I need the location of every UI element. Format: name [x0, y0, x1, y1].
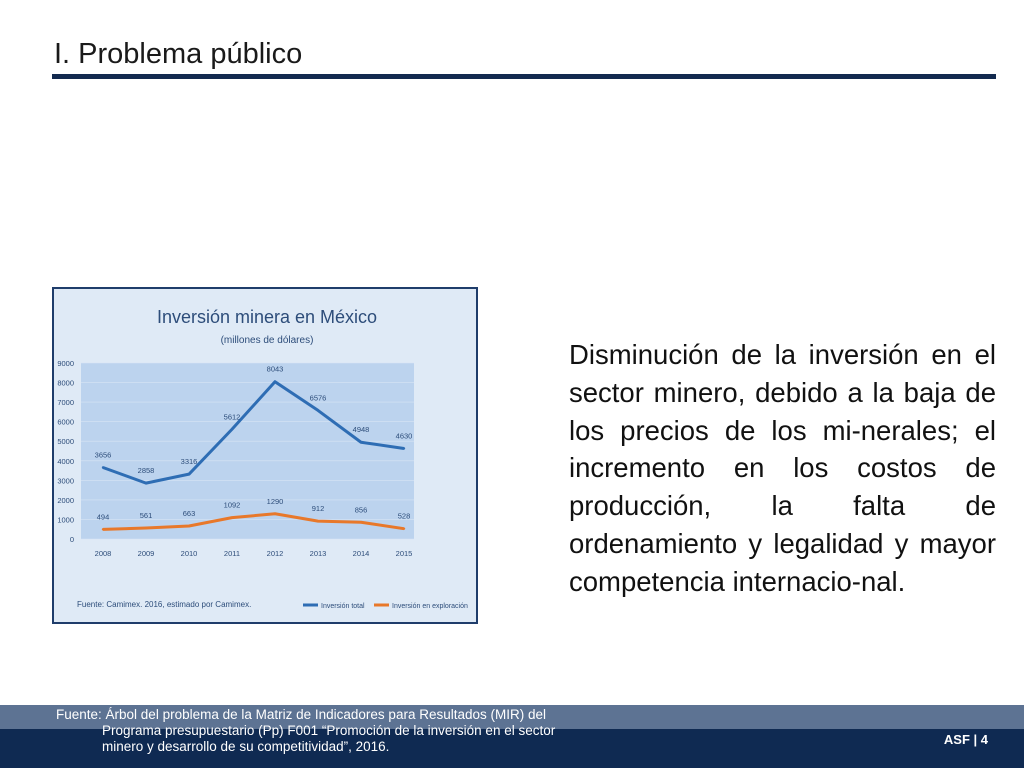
- data-point: [187, 524, 191, 528]
- y-tick-label: 8000: [57, 379, 74, 388]
- data-label: 2858: [138, 466, 155, 475]
- data-label: 494: [97, 512, 110, 521]
- footer-source-line-2: Programa presupuestario (Pp) F001 “Promo…: [102, 723, 556, 738]
- x-tick-label: 2014: [353, 549, 370, 558]
- data-label: 4630: [396, 431, 413, 440]
- data-label: 528: [398, 512, 411, 521]
- x-tick-label: 2009: [138, 549, 155, 558]
- footer-source-line-3: minero y desarrollo de su competitividad…: [102, 739, 390, 754]
- data-label: 3316: [181, 457, 198, 466]
- series-line-exploration: [102, 512, 405, 531]
- footer-band: [0, 729, 1024, 768]
- title-rule: [52, 74, 996, 79]
- data-point: [402, 527, 406, 530]
- data-label: 4948: [353, 425, 370, 434]
- data-point: [144, 481, 148, 485]
- footer-source-note: Fuente: Árbol del problema de la Matriz …: [56, 707, 616, 755]
- slide-title: I. Problema público: [54, 38, 303, 70]
- data-point: [273, 380, 277, 383]
- y-tick-label: 4000: [57, 457, 74, 466]
- x-tick-label: 2011: [224, 549, 240, 558]
- plot-area: [81, 363, 414, 539]
- data-label: 1092: [224, 501, 241, 510]
- data-point: [230, 516, 234, 519]
- series-line-total: [102, 380, 405, 485]
- data-point: [101, 528, 105, 531]
- data-point: [101, 466, 105, 469]
- data-point: [402, 447, 406, 450]
- chart-source-note: Fuente: Camimex. 2016, estimado por Cami…: [77, 600, 251, 609]
- y-tick-label: 3000: [57, 476, 74, 485]
- data-label: 8043: [267, 365, 284, 374]
- data-point: [359, 521, 363, 524]
- y-tick-label: 7000: [57, 398, 74, 407]
- chart-image: Inversión minera en México (millones de d…: [52, 287, 478, 624]
- x-tick-label: 2015: [396, 549, 413, 558]
- x-tick-label: 2013: [310, 549, 327, 558]
- y-tick-label: 1000: [57, 515, 74, 524]
- y-tick-label: 5000: [57, 437, 74, 446]
- data-label: 856: [355, 505, 368, 514]
- y-tick-label: 6000: [57, 418, 74, 427]
- x-tick-label: 2010: [181, 549, 198, 558]
- data-point: [316, 519, 320, 523]
- data-label: 663: [183, 509, 196, 518]
- page-number-label: ASF | 4: [943, 732, 988, 747]
- y-tick-label: 2000: [57, 496, 74, 505]
- data-label: 6576: [310, 393, 327, 402]
- data-label: 912: [312, 504, 325, 513]
- y-tick-label: 9000: [57, 359, 74, 368]
- legend-label-exploration: Inversión en exploración: [392, 603, 468, 610]
- data-label: 3656: [95, 451, 112, 460]
- footer-source-line-1: Fuente: Árbol del problema de la Matriz …: [56, 707, 546, 722]
- y-tick-label: 0: [70, 535, 74, 544]
- x-tick-label: 2012: [267, 549, 284, 558]
- legend-label-total: Inversión total: [321, 603, 365, 610]
- data-point: [230, 428, 234, 431]
- data-point: [359, 441, 363, 444]
- chart-subtitle: (millones de dólares): [221, 335, 314, 346]
- data-label: 1290: [267, 497, 284, 506]
- data-point: [187, 472, 191, 476]
- investment-line-chart: Inversión minera en México (millones de d…: [57, 307, 468, 610]
- chart-title: Inversión minera en México: [157, 307, 377, 327]
- data-point: [273, 512, 277, 515]
- problem-description: Disminución de la inversión en el sector…: [569, 339, 996, 597]
- data-label: 561: [140, 511, 153, 520]
- data-point: [144, 526, 148, 530]
- data-label: 5612: [224, 412, 241, 421]
- x-tick-label: 2008: [95, 549, 112, 558]
- data-point: [316, 409, 320, 412]
